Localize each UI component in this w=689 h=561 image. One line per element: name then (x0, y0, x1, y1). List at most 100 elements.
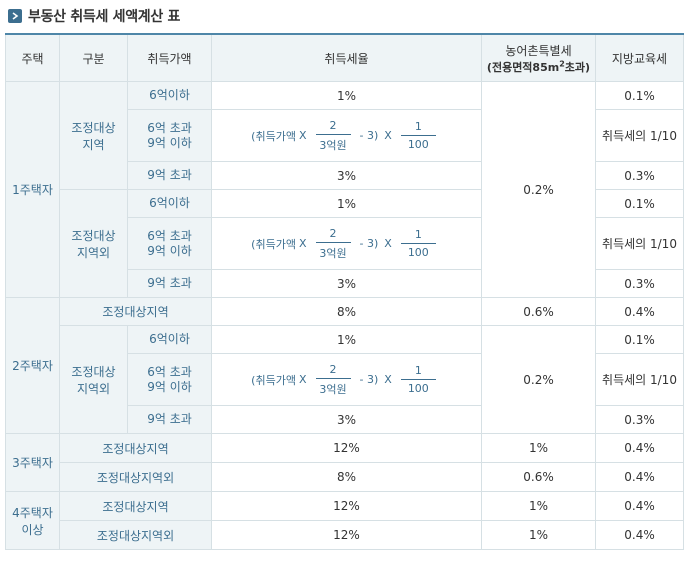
header-rate: 취득세율 (211, 33, 482, 82)
group-two-house: 2주택자 (5, 297, 60, 434)
table-row: 9억 초과 3% 0.3% (6, 405, 684, 434)
header-local-edu-tax: 지방교육세 (595, 33, 684, 82)
category-line: 지역 (82, 137, 105, 152)
rate-cell: 3% (211, 269, 482, 298)
price-line: 9억 이하 (147, 243, 192, 258)
header-price: 취득가액 (127, 33, 212, 82)
rate-cell: 8% (211, 462, 482, 492)
group-line: 이상 (21, 522, 44, 537)
table-row: 9억 초과 3% 0.3% (6, 161, 684, 190)
price-cell: 6억 초과 9억 이하 (127, 217, 212, 270)
fraction-denominator: 3억원 (319, 382, 347, 396)
price-line: 6억 초과 (147, 228, 192, 243)
local-tax-cell: 0.4% (595, 491, 684, 521)
farm-tax-cell: 0.2% (481, 81, 596, 298)
table-row: 조정대상지역외 8% 0.6% 0.4% (6, 462, 684, 492)
formula-times: X (384, 129, 392, 142)
category-line: 지역외 (76, 381, 111, 396)
table-row: 2주택자 조정대상지역 8% 0.6% 0.4% (5, 297, 684, 434)
category-line: 조정대상 (71, 120, 116, 135)
category-non-adjusted: 조정대상 지역외 (59, 325, 128, 434)
header-farm-tax: 농어촌특별세 (전용면적85m2초과) (481, 33, 596, 82)
category-adjusted: 조정대상지역 (59, 491, 212, 521)
formula-open: (취득가액 (251, 373, 296, 387)
price-cell: 6억 초과 9억 이하 (127, 109, 212, 162)
acquisition-tax-table: 주택 구분 취득가액 취득세율 농어촌특별세 (전용면적85m2초과) 지방교육… (5, 33, 684, 550)
farm-tax-cell: 0.6% (481, 462, 596, 492)
formula-fraction: 2 3억원 (315, 227, 351, 261)
chevron-right-icon (8, 9, 22, 23)
local-tax-cell: 0.3% (595, 161, 684, 190)
category-line: 조정대상 (71, 364, 116, 379)
fraction-denominator: 100 (407, 138, 429, 151)
rate-cell: 12% (211, 491, 482, 521)
header-farm-sub: (전용면적85m2초과) (482, 59, 595, 75)
price-cell: 6억 초과 9억 이하 (127, 353, 212, 406)
local-tax-cell: 취득세의 1/10 (595, 353, 684, 406)
formula-open: (취득가액 (251, 129, 296, 143)
table-row: 6억 초과 9억 이하 (취득가액 X 2 3억원 - 3) X 1 100 취득세… (6, 217, 684, 270)
rate-formula: (취득가액 X 2 3억원 - 3) X 1 100 (212, 119, 481, 153)
category-adjusted: 조정대상 지역 (59, 81, 128, 190)
category-non-adjusted: 조정대상 지역외 (59, 189, 128, 298)
formula-fraction: 1 100 (400, 364, 436, 395)
rate-formula-cell: (취득가액 X 2 3억원 - 3) X 1 100 (211, 353, 482, 406)
local-tax-cell: 0.3% (595, 405, 684, 434)
group-three-house: 3주택자 (5, 433, 60, 492)
rate-cell: 3% (211, 161, 482, 190)
local-tax-cell: 0.3% (595, 269, 684, 298)
price-cell: 6억이하 (127, 81, 212, 110)
category-line: 지역외 (76, 245, 111, 260)
table-row: 조정대상 지역외 6억이하 1% 0.2% 0.1% (6, 325, 684, 434)
formula-times: X (298, 373, 307, 386)
local-tax-cell: 0.1% (595, 81, 684, 110)
price-cell: 9억 초과 (127, 269, 212, 298)
group-four-house: 4주택자 이상 (5, 491, 60, 550)
table-row: 6억 초과 9억 이하 (취득가액 X 2 3억원 - 3) X 1 100 취득세… (6, 109, 684, 162)
fraction-numerator: 1 (400, 364, 436, 380)
category-adjusted: 조정대상지역 (59, 433, 212, 463)
farm-tax-cell: 1% (481, 433, 596, 463)
formula-fraction: 1 100 (400, 120, 436, 151)
formula-times: X (298, 129, 307, 142)
formula-minus: - 3) (359, 237, 379, 250)
formula-times: X (298, 237, 307, 250)
rate-cell: 1% (211, 325, 482, 354)
local-tax-cell: 취득세의 1/10 (595, 217, 684, 270)
table-row: 조정대상 지역외 6억이하 1% 0.1% (6, 189, 684, 298)
price-cell: 6억이하 (127, 189, 212, 218)
local-tax-cell: 0.4% (595, 462, 684, 492)
formula-times: X (384, 373, 392, 386)
category-non-adjusted: 조정대상지역외 (59, 520, 212, 550)
rate-formula-cell: (취득가액 X 2 3억원 - 3) X 1 100 (211, 217, 482, 270)
fraction-denominator: 100 (407, 382, 429, 395)
rate-cell: 12% (211, 520, 482, 550)
group-line: 4주택자 (12, 505, 53, 520)
formula-open: (취득가액 (251, 237, 296, 251)
formula-fraction: 1 100 (400, 228, 436, 259)
table-row: 3주택자 조정대상지역 12% 1% 0.4% (5, 433, 684, 492)
rate-cell: 1% (211, 81, 482, 110)
table-row: 9억 초과 3% 0.3% (6, 269, 684, 298)
formula-fraction: 2 3억원 (315, 119, 351, 153)
farm-tax-cell: 0.2% (481, 325, 596, 434)
fraction-numerator: 2 (315, 363, 351, 379)
farm-tax-cell: 0.6% (481, 297, 596, 326)
table-row: 4주택자 이상 조정대상지역 12% 1% 0.4% (5, 491, 684, 550)
price-line: 9억 이하 (147, 379, 192, 394)
price-line: 9억 이하 (147, 135, 192, 150)
rate-cell: 8% (211, 297, 482, 326)
table-row: 6억 초과 9억 이하 (취득가액 X 2 3억원 - 3) X 1 100 취득세… (6, 353, 684, 406)
header-house: 주택 (5, 33, 60, 82)
category-adjusted: 조정대상지역 (59, 297, 212, 326)
rate-formula-cell: (취득가액 X 2 3억원 - 3) X 1 100 (211, 109, 482, 162)
local-tax-cell: 0.4% (595, 520, 684, 550)
rate-formula: (취득가액 X 2 3억원 - 3) X 1 100 (212, 227, 481, 261)
farm-tax-cell: 1% (481, 491, 596, 521)
price-cell: 9억 초과 (127, 405, 212, 434)
formula-minus: - 3) (359, 129, 379, 142)
fraction-denominator: 100 (407, 246, 429, 259)
price-line: 6억 초과 (147, 364, 192, 379)
fraction-numerator: 2 (315, 227, 351, 243)
farm-sub-b: 초과) (564, 60, 591, 74)
